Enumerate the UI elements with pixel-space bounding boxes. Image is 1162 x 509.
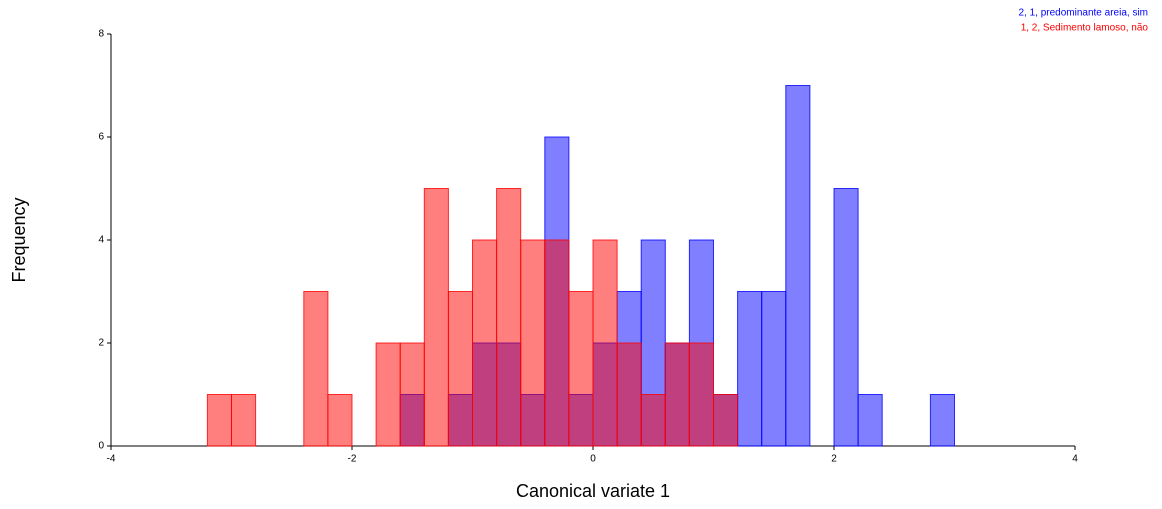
histogram-bar: [929, 394, 956, 447]
histogram-bar: [472, 239, 498, 447]
histogram-bar: [664, 342, 690, 447]
x-tick-label: 0: [590, 454, 596, 465]
histogram-bar: [327, 394, 353, 447]
x-tick-label: -4: [107, 454, 116, 465]
histogram-bar: [688, 342, 715, 447]
histogram-bar: [520, 239, 546, 447]
histogram-bar: [616, 342, 642, 447]
y-tick-label: 4: [98, 235, 104, 246]
x-tick-label: 4: [1072, 454, 1078, 465]
y-tick-label: 6: [98, 132, 104, 143]
histogram-bar: [713, 394, 739, 447]
histogram-bar: [399, 342, 425, 447]
histogram-bar: [857, 394, 883, 447]
histogram-bar: [592, 239, 618, 447]
histogram-bar: [833, 188, 859, 447]
legend-entry: 1, 2, Sedimento lamoso, não: [1021, 23, 1149, 34]
histogram-bar: [231, 394, 257, 447]
histogram-bar: [761, 291, 787, 447]
histogram-bar: [303, 291, 329, 447]
y-tick-label: 0: [98, 441, 104, 452]
histogram-bar: [496, 188, 522, 447]
x-tick-label: -2: [348, 454, 357, 465]
y-tick-label: 8: [98, 29, 104, 40]
histogram-bar: [375, 342, 401, 447]
histogram-bar: [640, 394, 666, 447]
histogram-bar: [785, 85, 811, 447]
histogram-bar: [423, 188, 449, 447]
histogram-bar: [544, 239, 570, 447]
y-axis-label: Frequency: [9, 197, 29, 282]
legend-entry: 2, 1, predominante areia, sim: [1018, 8, 1148, 19]
histogram-bar: [568, 291, 594, 447]
y-tick-label: 2: [98, 338, 104, 349]
histogram-bar: [737, 291, 763, 447]
x-axis-label: Canonical variate 1: [516, 481, 670, 501]
histogram-bar: [447, 291, 473, 447]
x-tick-label: 2: [831, 454, 837, 465]
histogram-bar: [206, 394, 232, 447]
